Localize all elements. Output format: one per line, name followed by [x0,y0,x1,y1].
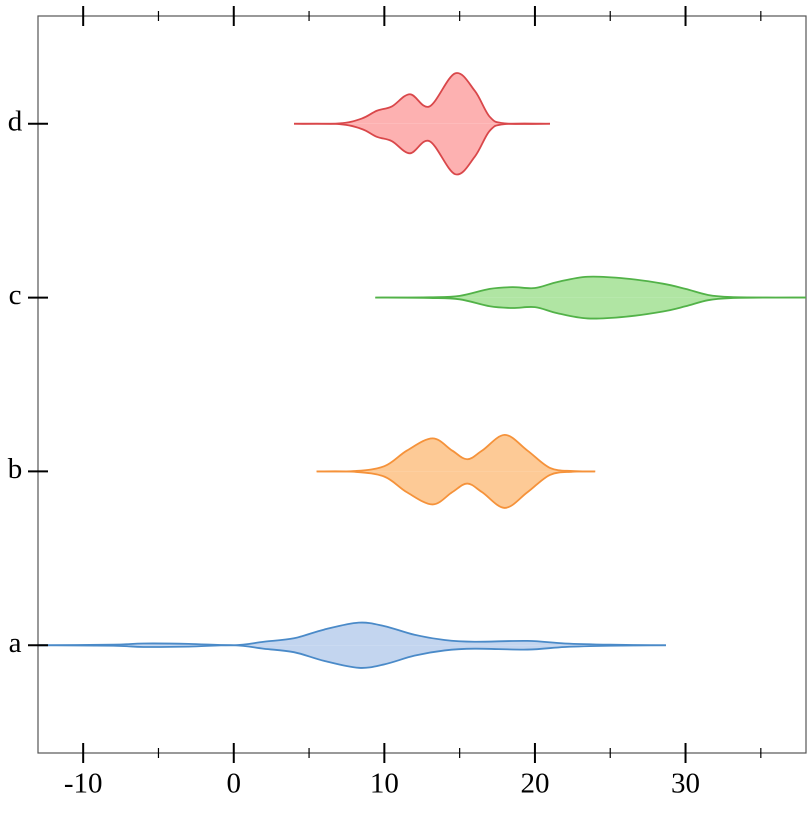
x-tick-label: 10 [370,768,399,800]
y-tick-label: b [8,453,23,485]
plot-frame [37,15,807,754]
y-tick-label: a [9,627,22,659]
x-tick-label: 0 [227,768,242,800]
violin-outline [316,470,596,509]
violin-outline [38,644,666,669]
x-tick-label: 30 [671,768,700,800]
x-tick-label: 20 [520,768,549,800]
violin-fill [375,276,806,298]
y-tick-label: c [9,279,22,311]
x-tick-label: -10 [64,768,103,800]
violin-outline [293,72,551,125]
violins [38,72,806,669]
violin-outline [316,434,596,473]
violin-outline [375,296,806,320]
violin-fill [375,297,806,319]
violin-fill [294,123,550,175]
y-tick-label: d [8,105,23,137]
violin-outline [293,122,551,176]
violin-fill [38,622,666,646]
violin-outline [375,275,806,299]
violin-fill [38,645,666,668]
violin-fill [294,73,550,125]
violin-outline [38,621,666,647]
